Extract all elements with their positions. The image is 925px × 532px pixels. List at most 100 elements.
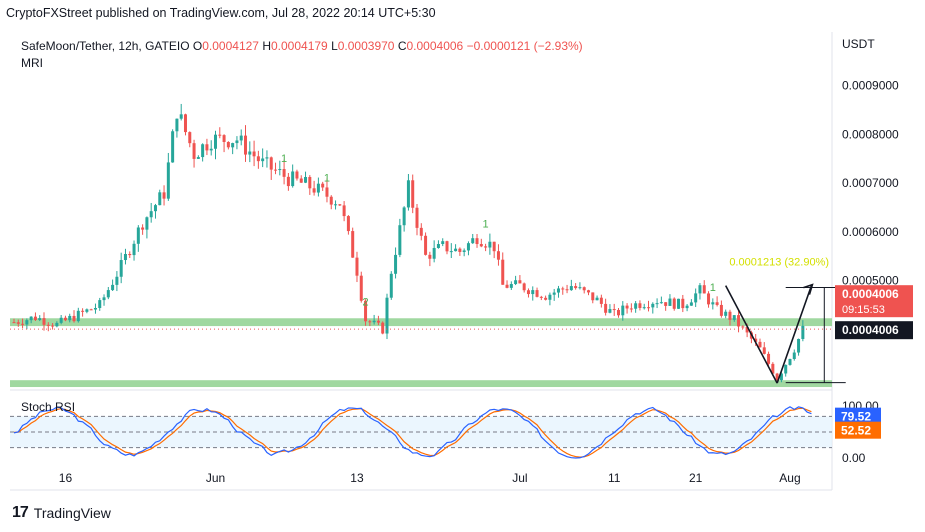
- candle-body: [664, 302, 668, 306]
- candle-body: [29, 316, 33, 321]
- candle-body: [707, 293, 711, 305]
- candle-body: [256, 156, 260, 162]
- candle-body: [428, 254, 432, 259]
- candle-body: [196, 157, 200, 159]
- candle-body: [647, 307, 651, 309]
- arrow-head-icon: [803, 283, 814, 295]
- downtrend-line: [724, 285, 778, 384]
- candle-body: [149, 211, 153, 218]
- candle-body: [33, 316, 37, 321]
- price-legend: SafeMoon/Tether, 12h, GATEIO O0.0004127 …: [21, 39, 583, 53]
- candle-body: [213, 134, 218, 149]
- candle-body: [188, 132, 192, 144]
- candle-body: [406, 180, 410, 208]
- candle-body: [629, 308, 633, 310]
- candle-body: [261, 158, 265, 162]
- stoch-d-tag: [835, 421, 881, 439]
- candle-body: [526, 290, 530, 295]
- candle-body: [758, 341, 762, 348]
- candle-body: [535, 290, 539, 297]
- candle-body: [792, 352, 796, 360]
- candle-body: [432, 247, 436, 259]
- stoch-k-value: 79.52: [841, 410, 871, 424]
- candle-body: [286, 176, 290, 187]
- candle-body: [136, 227, 140, 244]
- candle-body: [394, 254, 398, 274]
- candle-body: [638, 303, 642, 308]
- candle-body: [166, 162, 170, 199]
- candle-body: [402, 207, 406, 226]
- candle-body: [316, 183, 320, 193]
- candle-body: [85, 309, 89, 312]
- candle-body: [355, 257, 359, 276]
- candle-body: [685, 305, 689, 309]
- candle-body: [659, 302, 663, 304]
- candles: [12, 103, 805, 383]
- candle-body: [141, 227, 145, 230]
- support-zone: [10, 380, 832, 388]
- candle-body: [179, 114, 183, 119]
- high-value: 0.0004179: [270, 39, 328, 53]
- candle-body: [514, 280, 518, 285]
- candle-body: [334, 204, 338, 206]
- candle-body: [771, 363, 775, 374]
- candle-body: [634, 303, 638, 309]
- candle-body: [762, 347, 766, 354]
- candle-body: [599, 297, 603, 304]
- candle-body: [201, 144, 205, 158]
- candle-body: [668, 298, 672, 306]
- symbol-title: SafeMoon/Tether, 12h, GATEIO: [21, 39, 190, 53]
- candle-body: [338, 204, 342, 206]
- candle-body: [518, 280, 522, 284]
- candle-body: [642, 307, 646, 309]
- price-axis-tick: 0.0007000: [842, 176, 899, 190]
- candle-body: [689, 302, 693, 306]
- projection-arrow-line: [776, 285, 813, 384]
- candle-body: [621, 305, 625, 316]
- stoch-k-line: [13, 406, 812, 459]
- candle-body: [797, 338, 801, 353]
- candle-body: [16, 322, 20, 324]
- candle-body: [711, 302, 715, 305]
- candle-body: [59, 317, 63, 323]
- candle-body: [424, 235, 428, 255]
- candle-body: [295, 171, 299, 179]
- candle-body: [745, 326, 749, 333]
- candle-body: [484, 246, 488, 248]
- candle-body: [488, 241, 492, 248]
- candle-body: [698, 285, 702, 294]
- candle-body: [55, 322, 59, 327]
- candle-body: [381, 322, 385, 334]
- stoch-rsi-label: Stoch RSI: [21, 400, 76, 414]
- candle-body: [462, 250, 466, 252]
- candle-body: [779, 373, 783, 381]
- candle-body: [153, 205, 157, 212]
- footer-brand[interactable]: 17 TradingView: [12, 504, 111, 522]
- mri-label: 1: [483, 219, 489, 231]
- candle-body: [565, 289, 569, 291]
- candle-body: [269, 157, 273, 170]
- candle-body: [522, 283, 526, 291]
- candle-body: [501, 259, 505, 285]
- candle-body: [625, 305, 629, 309]
- mri-label: 2: [362, 297, 368, 309]
- candle-body: [248, 151, 252, 155]
- candle-body: [702, 285, 706, 294]
- candle-body: [539, 296, 543, 298]
- time-axis-tick: 13: [350, 471, 364, 485]
- candle-body: [102, 297, 106, 301]
- price-axis-tick: 0.0008000: [842, 127, 899, 141]
- candle-body: [119, 260, 123, 277]
- time-axis-tick: Jun: [206, 471, 225, 485]
- price-axis-tick: 0.0005000: [842, 274, 899, 288]
- candle-body: [21, 323, 25, 325]
- candle-body: [608, 309, 612, 313]
- candle-body: [299, 178, 303, 183]
- candle-body: [252, 151, 256, 157]
- target-annotation: 0.0001213 (32.90%): [729, 257, 829, 269]
- candle-body: [582, 287, 586, 291]
- publish-header: CryptoFXStreet published on TradingView.…: [6, 6, 436, 20]
- candle-body: [479, 244, 483, 247]
- candle-body: [312, 188, 316, 193]
- stoch-axis-tick: 0.00: [842, 451, 866, 465]
